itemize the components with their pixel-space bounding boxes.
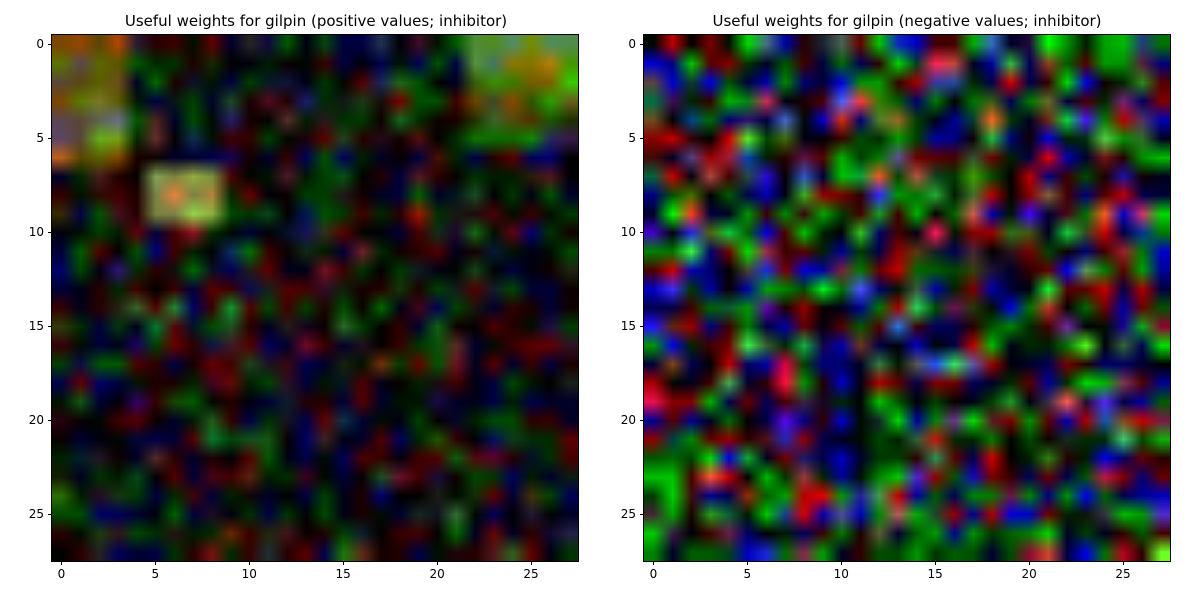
x-tick-label: 15 <box>927 567 943 581</box>
y-tick-label: 5 <box>36 131 44 146</box>
y-tick-label: 15 <box>28 319 44 334</box>
x-tick-mark <box>61 561 63 565</box>
y-tick-label: 20 <box>28 413 44 428</box>
x-tick-mark <box>747 561 749 565</box>
x-tick-mark <box>343 561 345 565</box>
x-tick-label: 20 <box>429 567 445 581</box>
y-tick-label: 25 <box>28 507 44 522</box>
y-tick-label: 20 <box>620 413 636 428</box>
x-tick-label: 5 <box>151 567 160 581</box>
y-tick-label: 0 <box>628 37 636 52</box>
chart-title-positive: Useful weights for gilpin (positive valu… <box>124 12 508 30</box>
x-tick-label: 10 <box>833 567 849 581</box>
y-tick-label: 5 <box>628 131 636 146</box>
chart-panel-negative: Useful weights for gilpin (negative valu… <box>600 0 1200 600</box>
x-tick-label: 25 <box>523 567 539 581</box>
x-tick-label: 15 <box>335 567 351 581</box>
chart-panel-positive: Useful weights for gilpin (positive valu… <box>28 12 579 581</box>
x-tick-label: 10 <box>241 567 257 581</box>
heatmap-image-negative <box>644 35 1170 561</box>
y-tick-label: 10 <box>28 225 44 240</box>
x-tick-mark <box>935 561 937 565</box>
y-tick-label: 25 <box>620 507 636 522</box>
x-tick-label: 5 <box>743 567 752 581</box>
heatmap-image-positive <box>52 35 578 561</box>
x-tick-label: 0 <box>649 567 658 581</box>
x-tick-label: 0 <box>57 567 66 581</box>
x-tick-mark <box>531 561 533 565</box>
heatmap-frame-negative <box>643 34 1171 562</box>
x-tick-mark <box>841 561 843 565</box>
heatmap-frame-positive <box>51 34 579 562</box>
x-tick-mark <box>249 561 251 565</box>
x-tick-mark <box>1123 561 1125 565</box>
x-tick-mark <box>1029 561 1031 565</box>
x-tick-label: 25 <box>1115 567 1131 581</box>
x-tick-mark <box>155 561 157 565</box>
y-tick-label: 0 <box>36 37 44 52</box>
x-tick-mark <box>437 561 439 565</box>
y-tick-label: 15 <box>620 319 636 334</box>
x-tick-label: 20 <box>1021 567 1037 581</box>
chart-title-negative: Useful weights for gilpin (negative valu… <box>712 12 1102 30</box>
x-tick-mark <box>653 561 655 565</box>
y-tick-label: 10 <box>620 225 636 240</box>
